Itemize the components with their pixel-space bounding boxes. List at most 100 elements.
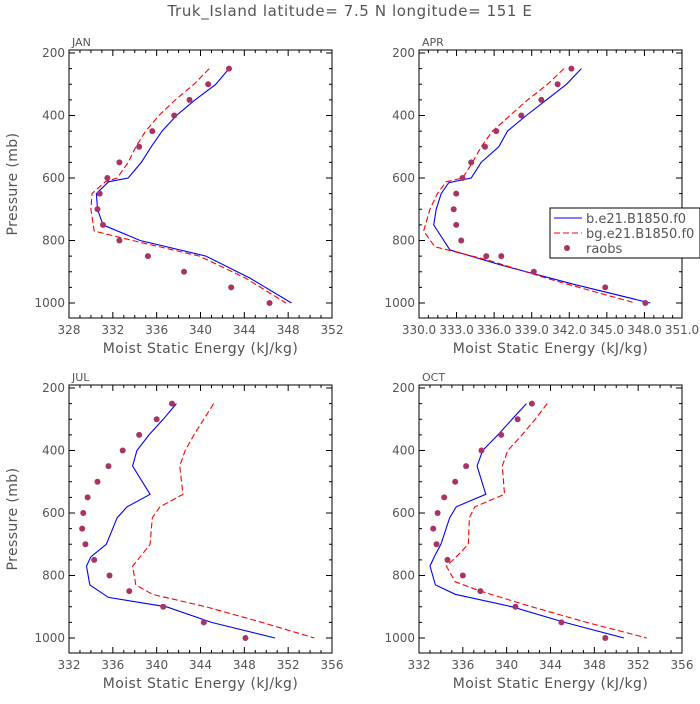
panel-jul-month-label: JUL [71, 371, 90, 384]
panel-oct-raobs-point [430, 525, 437, 532]
panel-jul-xtick-label: 332 [58, 658, 81, 672]
panel-apr-model2-line [422, 68, 636, 304]
legend-raobs-marker [564, 245, 570, 251]
panel-jul-raobs-point [79, 525, 86, 532]
panel-oct-xtick-label: 348 [583, 658, 606, 672]
panel-jan-raobs-point [205, 81, 212, 88]
panel-jan-raobs-point [149, 128, 156, 135]
panel-apr-xtick-label: 345.0 [590, 323, 624, 337]
panel-jul-xtick-label: 344 [189, 658, 212, 672]
panel-jul-ytick-label: 400 [42, 444, 65, 458]
panel-oct-raobs-point [514, 416, 521, 423]
panel-oct-raobs-point [463, 463, 470, 470]
panel-jul-ylabel: Pressure (mb) [5, 468, 21, 571]
panel-jan-frame [68, 49, 333, 319]
panel-oct-raobs-point [433, 541, 440, 548]
panel-jan-raobs-point [94, 206, 101, 213]
panel-jul-xlabel: Moist Static Energy (kJ/kg) [103, 676, 298, 692]
panel-apr-raobs-point [538, 96, 545, 103]
legend-model2-label: bg.e21.B1850.f0 [586, 227, 694, 242]
panel-oct-xtick-label: 344 [539, 658, 562, 672]
panel-jan-raobs-point [181, 268, 188, 275]
panel-oct-ytick-label: 1000 [384, 631, 415, 645]
legend-model1-label: b.e21.B1850.f0 [586, 212, 686, 227]
panel-apr-month-label: APR [422, 36, 444, 49]
panel-jul-xtick-label: 348 [233, 658, 256, 672]
panel-jul-raobs-point [94, 478, 101, 485]
panel-apr-raobs-point [554, 81, 561, 88]
panel-apr-ytick-label: 600 [392, 171, 415, 185]
panel-oct-raobs-point [434, 510, 441, 516]
panel-oct-raobs-point [459, 572, 466, 579]
panel-jan-raobs-point [266, 300, 273, 306]
panel-oct-xtick-label: 356 [671, 658, 694, 672]
panel-jul-ytick-label: 1000 [34, 631, 65, 645]
panel-jan-raobs-point [225, 65, 232, 72]
panel-apr-raobs-point [493, 128, 500, 135]
panel-jul-xtick-label: 340 [145, 658, 168, 672]
panel-apr-ytick-label: 1000 [384, 296, 415, 310]
panel-jan-model1-line [95, 68, 292, 304]
panel-jul-raobs-point [160, 603, 167, 610]
panel-jul-ytick-label: 600 [42, 506, 65, 520]
panel-oct-ytick-label: 200 [392, 381, 415, 395]
panel-apr-raobs-point [498, 253, 505, 260]
panel-oct-xtick-label: 352 [627, 658, 650, 672]
panel-apr-raobs-point [568, 65, 575, 72]
panel-apr-ytick-label: 400 [392, 109, 415, 123]
panel-jul-raobs-point [153, 416, 160, 423]
legend-raobs-label: raobs [586, 242, 623, 257]
panel-oct: OCT 332 336 340 344 348 352 356 200 400 600 800 1000… [384, 371, 693, 692]
panel-apr-raobs-point [642, 300, 649, 306]
figure-title: Truk_Island latitude= 7.5 N longitude= 1… [167, 2, 533, 20]
panel-apr-xtick-label: 351.0 [665, 323, 699, 337]
panel-jan-raobs-point [228, 284, 235, 291]
panel-jul-raobs-point [82, 541, 89, 548]
panel-jan-xlabel: Moist Static Energy (kJ/kg) [103, 341, 298, 357]
panel-jan-model2-line [90, 68, 287, 304]
panel-jul-xtick-label: 356 [321, 658, 344, 672]
panel-jul-model1-line [85, 403, 276, 639]
panel-apr-raobs-point [468, 159, 475, 166]
panel-jan-ytick-label: 400 [42, 109, 65, 123]
panel-jul-raobs-point [106, 572, 113, 579]
panel-jul-raobs-point [91, 556, 98, 563]
panel-apr-raobs-point [530, 268, 537, 275]
panel-oct-xlabel: Moist Static Energy (kJ/kg) [453, 676, 648, 692]
panel-apr-raobs-point [450, 206, 457, 213]
panel-oct-raobs-point [441, 494, 448, 501]
panel-jan-xtick-label: 352 [321, 323, 344, 337]
panel-jul-xtick-label: 352 [277, 658, 300, 672]
panel-oct-ytick-label: 600 [392, 506, 415, 520]
panel-apr-xtick-label: 330.0 [402, 323, 436, 337]
panel-apr-xtick-label: 339.0 [515, 323, 549, 337]
panel-jan-month-label: JAN [71, 36, 91, 49]
panel-oct-raobs-point [528, 400, 535, 407]
panel-jul-raobs-point [119, 447, 126, 454]
panel-apr-raobs-point [518, 112, 525, 119]
panel-apr-xtick-label: 348.0 [627, 323, 661, 337]
panel-jan-xtick-label: 328 [58, 323, 81, 337]
panel-jan-raobs-point [136, 143, 143, 150]
panel-jul-xtick-label: 336 [101, 658, 124, 672]
panel-jul-raobs-point [126, 588, 133, 595]
panel-jul: JUL 332 336 340 344 348 352 356 200 400 600 800 1000… [5, 371, 343, 692]
panel-jan-xtick-label: 340 [189, 323, 212, 337]
panel-jul-raobs-point [242, 635, 249, 641]
panel-apr-ytick-label: 800 [392, 234, 415, 248]
panel-apr-raobs-point [602, 284, 609, 291]
panel-oct-model2-line [445, 403, 648, 639]
panel-oct-raobs-point [477, 588, 484, 595]
panel-oct-raobs-point [444, 556, 451, 563]
panel-oct-model1-line [429, 403, 625, 639]
panel-apr-raobs-point [453, 221, 460, 228]
panel-jan-raobs-point [96, 190, 103, 197]
panel-apr-raobs-point [482, 143, 489, 150]
panel-jul-ytick-label: 200 [42, 381, 65, 395]
panel-apr-ytick-label: 200 [392, 46, 415, 60]
panel-jan-ytick-label: 800 [42, 234, 65, 248]
panel-apr: APR 330.0 333.0 336.0 339.0 342.0 345.0 348.0 35… [384, 36, 700, 357]
